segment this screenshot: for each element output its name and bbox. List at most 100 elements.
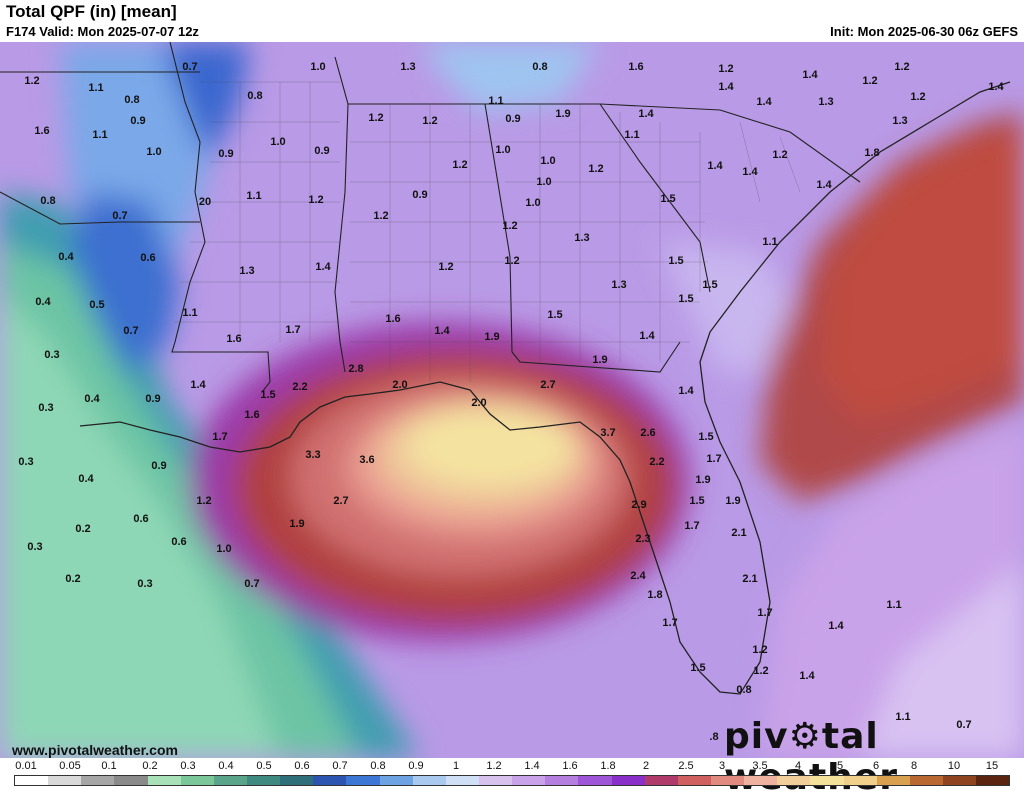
colorbar-swatch xyxy=(313,776,347,785)
precip-value-label: 1.2 xyxy=(502,220,517,232)
colorbar-label: 3 xyxy=(718,760,726,772)
precip-value-label: 2.4 xyxy=(630,570,646,582)
precip-value-label: 1.9 xyxy=(695,474,710,486)
precip-value-label: 1.5 xyxy=(660,193,675,205)
precip-value-label: 1.2 xyxy=(24,75,39,87)
precip-value-label: 2.2 xyxy=(292,381,307,393)
precip-value-label: 1.2 xyxy=(422,115,437,127)
precip-value-label: 0.6 xyxy=(133,513,148,525)
colorbar-label: 1.4 xyxy=(524,760,540,772)
precip-value-label: 1.2 xyxy=(753,665,768,677)
precip-value-label: 0.6 xyxy=(171,536,186,548)
colorbar-swatch xyxy=(15,776,49,785)
precip-value-label: 1.4 xyxy=(802,69,818,81)
colorbar-label: 0.8 xyxy=(370,760,386,772)
colorbar-label: 1.8 xyxy=(600,760,616,772)
precip-value-label: 1.0 xyxy=(536,176,551,188)
precip-value-label: 1.1 xyxy=(624,129,639,141)
county-lines xyxy=(175,81,801,382)
precip-value-label: 0.4 xyxy=(84,393,100,405)
colorbar-swatch xyxy=(611,776,645,785)
precip-value-label: 1.6 xyxy=(244,409,259,421)
precip-value-labels: 1.2 1.1 0.7 1.0 1.3 0.8 1.6 1.2 1.4 1.2 1.2 1.4 0.8 0… xyxy=(18,61,1004,743)
colorbar-swatch xyxy=(710,776,745,785)
colorbar-label: 6 xyxy=(872,760,880,772)
precip-value-label: 1.2 xyxy=(588,163,603,175)
colorbar-label: 0.5 xyxy=(256,760,272,772)
precip-value-label: 1.5 xyxy=(698,431,713,443)
precip-value-label: 1.1 xyxy=(762,236,777,248)
precip-value-label: 2.8 xyxy=(348,363,363,375)
precip-value-label: 1.9 xyxy=(592,354,607,366)
precip-value-label: 1.2 xyxy=(308,194,323,206)
colorbar-label: 0.7 xyxy=(332,760,348,772)
precip-value-label: 1.9 xyxy=(725,495,740,507)
precip-value-label: 0.7 xyxy=(123,325,138,337)
precip-value-label: 1.9 xyxy=(484,331,499,343)
precip-value-label: .8 xyxy=(709,731,718,743)
precip-value-label: 1.5 xyxy=(689,495,704,507)
colorbar-swatch xyxy=(280,776,314,785)
precip-value-label: 0.3 xyxy=(18,456,33,468)
precip-value-label: 1.0 xyxy=(216,543,231,555)
colorbar-swatch xyxy=(843,776,877,785)
colorbar-swatch xyxy=(478,776,513,785)
colorbar-swatch xyxy=(976,776,1010,785)
coastline xyxy=(79,81,1011,695)
colorbar-swatch xyxy=(246,776,281,785)
colorbar-label: 0.1 xyxy=(101,760,117,772)
precip-value-label: 0.5 xyxy=(89,299,104,311)
precip-value-label: 1.5 xyxy=(690,662,705,674)
precip-value-label: 0.6 xyxy=(140,252,155,264)
precip-value-label: 1.1 xyxy=(488,95,503,107)
init-time: Init: Mon 2025-06-30 06z GEFS xyxy=(830,24,1018,39)
precip-value-label: 20 xyxy=(199,196,211,208)
precip-value-label: 1.4 xyxy=(828,620,844,632)
colorbar-swatch xyxy=(777,776,811,785)
colorbar-swatch xyxy=(346,776,380,785)
precip-value-label: 3.3 xyxy=(305,449,320,461)
colorbar-label: 10 xyxy=(947,760,961,772)
colorbar-swatch xyxy=(213,776,247,785)
precip-value-label: 1.7 xyxy=(684,520,699,532)
precip-value-label: 1.8 xyxy=(864,147,879,159)
colorbar-swatch xyxy=(876,776,910,785)
colorbar-label: 0.05 xyxy=(59,760,81,772)
precip-value-label: 0.9 xyxy=(412,189,427,201)
precip-value-label: 0.3 xyxy=(38,402,53,414)
precip-value-label: 1.4 xyxy=(742,166,758,178)
colorbar-label: 0.9 xyxy=(408,760,424,772)
precip-value-label: 1.0 xyxy=(540,155,555,167)
precip-value-label: 1.3 xyxy=(239,265,254,277)
precip-value-label: 1.2 xyxy=(752,644,767,656)
colorbar-swatch xyxy=(810,776,844,785)
precip-value-label: 0.7 xyxy=(956,719,971,731)
precip-value-label: 1.2 xyxy=(452,159,467,171)
precip-value-label: 1.5 xyxy=(678,293,693,305)
valid-time: F174 Valid: Mon 2025-07-07 12z xyxy=(6,24,199,39)
precip-value-label: 1.2 xyxy=(910,91,925,103)
colorbar-label: 5 xyxy=(836,760,844,772)
colorbar-label: 15 xyxy=(985,760,999,772)
precip-value-label: 0.4 xyxy=(58,251,74,263)
precip-value-label: 0.8 xyxy=(532,61,547,73)
precip-value-label: 1.4 xyxy=(718,81,734,93)
precip-value-label: 0.9 xyxy=(505,113,520,125)
precip-value-label: 2.0 xyxy=(392,379,407,391)
map-title: Total QPF (in) [mean] xyxy=(6,2,177,21)
colorbar-label: 1.2 xyxy=(486,760,502,772)
precip-value-label: 0.3 xyxy=(44,349,59,361)
precip-value-label: 1.0 xyxy=(495,144,510,156)
precip-value-label: 2.7 xyxy=(333,495,348,507)
precip-value-label: 0.2 xyxy=(75,523,90,535)
precip-value-label: 1.5 xyxy=(668,255,683,267)
precip-value-label: 0.8 xyxy=(124,94,139,106)
colorbar-swatch xyxy=(114,776,148,785)
colorbar-labels: 0.01 0.05 0.1 0.2 0.3 0.4 0.5 0.6 0.7 0.8 0.9 1 1.2 1… xyxy=(14,760,1010,774)
precip-value-label: 1.1 xyxy=(246,190,261,202)
colorbar-swatch xyxy=(644,776,678,785)
precip-value-label: 1.1 xyxy=(92,129,107,141)
precip-value-label: 1.2 xyxy=(718,63,733,75)
precip-value-label: 1.4 xyxy=(434,325,450,337)
precip-value-label: 1.6 xyxy=(226,333,241,345)
